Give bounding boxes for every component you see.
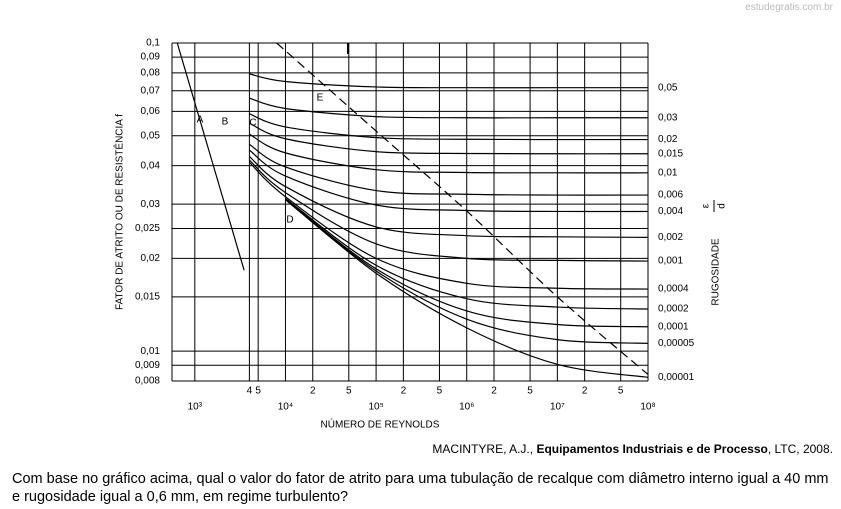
watermark: estudegratis.com.br [745,2,833,13]
roughness-label: 0,001 [658,256,683,267]
roughness-label: 0,00005 [658,338,695,349]
curve-letter: A [197,115,204,126]
source-rest: , LTC, 2008. [767,442,833,456]
y-tick-label: 0,009 [135,360,160,371]
y-tick-label: 0,01 [141,346,161,357]
laminar-line [176,42,245,271]
roughness-label: 0,01 [658,167,678,178]
roughness-label: 0,004 [658,206,683,217]
x-tick-label: 5 [618,386,624,397]
question: Com base no gráfico acima, qual o valor … [12,471,829,505]
x-tick-label: 10⁷ [550,402,565,413]
y-tick-label: 0,1 [146,38,160,49]
x-tick-label: 10⁸ [640,402,655,413]
y-tick-label: 0,008 [135,376,160,387]
roughness-curve [248,161,649,290]
fraction-denominator: d [717,203,728,209]
roughness-label: 0,002 [658,232,683,243]
roughness-label: 0,006 [658,190,683,201]
x-tick-label: 10³ [188,402,203,413]
x-tick-label: 2 [491,386,497,397]
y-tick-label: 0,03 [141,199,161,210]
y-tick-label: 0,015 [135,292,160,303]
roughness-label: 0,0002 [658,304,689,315]
roughness-label: 0,0004 [658,284,689,295]
curve-letter: E [317,93,324,104]
roughness-curve [249,133,649,174]
roughness-curve [285,198,649,328]
y-axis-label: FATOR DE ATRITO OU DE RESISTÊNCIA f [113,114,126,310]
roughness-curve [248,159,649,262]
y-tick-label: 0,02 [141,253,161,264]
x-tick-label: 2 [401,386,407,397]
roughness-curve [249,113,649,141]
roughness-label: 0,0001 [658,321,689,332]
x-tick-label: 10⁵ [368,402,383,413]
source-title: Equipamentos Industriais e de Processo [536,442,768,456]
roughness-label: 0,02 [658,134,678,145]
y-tick-label: 0,08 [141,68,161,79]
x-tick-label: 10⁶ [459,402,474,413]
roughness-fraction: ε d [701,200,728,212]
roughness-label: 0,00001 [658,372,695,383]
x-tick-label: 4 [247,386,253,397]
y-tick-label: 0,06 [141,106,161,117]
x-tick-label: 5 [527,386,533,397]
y-tick-label: 0,09 [141,52,161,63]
turbulence-boundary [276,42,649,375]
source: MACINTYRE, A.J., Equipamentos Industriai… [432,442,833,456]
x-axis-label: NÚMERO DE REYNOLDS [321,418,440,431]
y-tick-label: 0,025 [135,223,160,234]
roughness-label: 0,03 [658,112,678,123]
right-axis-label: RUGOSIDADE [711,238,722,306]
roughness-curve [285,199,649,378]
roughness-curve [285,197,649,310]
x-tick-label: 5 [437,386,443,397]
x-tick-label: 2 [310,386,316,397]
y-tick-label: 0,05 [141,130,161,141]
roughness-curve [249,97,648,119]
roughness-curve [249,143,649,196]
x-tick-label: 5 [346,386,352,397]
curve-letter: B [222,117,229,128]
fraction-numerator: ε [701,203,712,208]
roughness-curve [249,73,648,89]
x-tick-label: 10⁴ [278,402,293,413]
roughness-label: 0,015 [658,148,683,159]
curve-letter: D [286,215,293,226]
x-tick-label: 5 [255,386,261,397]
roughness-label: 0,05 [658,82,678,93]
x-tick-label: 2 [582,386,588,397]
y-tick-label: 0,07 [141,85,161,96]
roughness-curve [249,149,649,213]
roughness-curve [248,156,649,238]
grid [172,42,649,382]
y-tick-label: 0,04 [141,160,161,171]
curve-letter: C [249,118,256,129]
chart: FATOR DE ATRITO OU DE RESISTÊNCIA f NÚME… [113,38,728,431]
roughness-curve [249,122,649,155]
roughness-curve [285,198,649,344]
source-author: MACINTYRE, A.J., [432,442,537,456]
